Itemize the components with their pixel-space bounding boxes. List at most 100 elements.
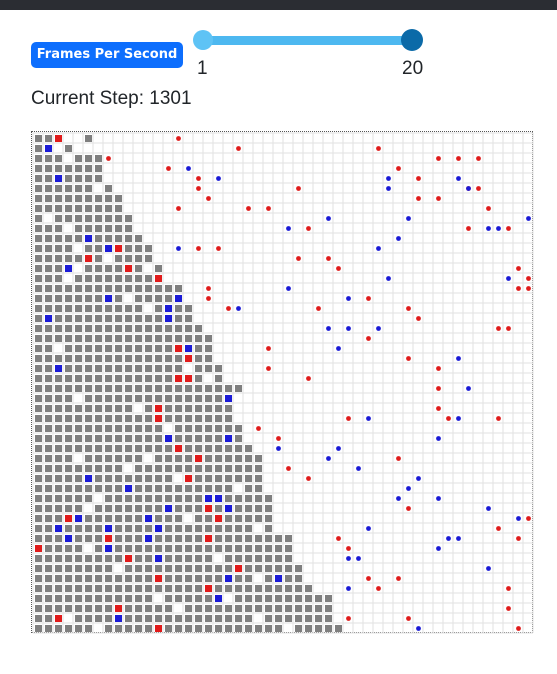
agent-red bbox=[406, 356, 411, 361]
wall-cell bbox=[125, 405, 132, 412]
wall-cell bbox=[225, 605, 232, 612]
wall-cell bbox=[85, 315, 92, 322]
wall-cell bbox=[65, 355, 72, 362]
agent-red bbox=[396, 456, 401, 461]
agent-blue bbox=[276, 446, 281, 451]
wall-cell bbox=[155, 295, 162, 302]
wall-cell bbox=[35, 145, 42, 152]
wall-cell bbox=[135, 415, 142, 422]
wall-cell-blue bbox=[55, 175, 62, 182]
wall-cell bbox=[85, 155, 92, 162]
wall-cell bbox=[65, 475, 72, 482]
wall-cell bbox=[245, 545, 252, 552]
wall-cell bbox=[125, 365, 132, 372]
wall-cell bbox=[45, 605, 52, 612]
fps-slider[interactable] bbox=[193, 28, 425, 54]
wall-cell bbox=[35, 195, 42, 202]
wall-cell bbox=[35, 525, 42, 532]
wall-cell bbox=[185, 545, 192, 552]
wall-cell bbox=[165, 625, 172, 632]
wall-cell bbox=[185, 625, 192, 632]
wall-cell bbox=[65, 165, 72, 172]
wall-cell bbox=[225, 565, 232, 572]
agent-blue bbox=[456, 356, 461, 361]
wall-cell bbox=[35, 575, 42, 582]
wall-cell bbox=[95, 595, 102, 602]
wall-cell bbox=[125, 435, 132, 442]
wall-cell bbox=[205, 455, 212, 462]
wall-cell bbox=[185, 465, 192, 472]
wall-cell bbox=[35, 485, 42, 492]
wall-cell-red bbox=[235, 565, 242, 572]
wall-cell bbox=[115, 555, 122, 562]
wall-cell bbox=[255, 505, 262, 512]
agent-red bbox=[406, 506, 411, 511]
wall-cell bbox=[75, 285, 82, 292]
wall-cell bbox=[55, 425, 62, 432]
wall-cell bbox=[185, 405, 192, 412]
wall-cell bbox=[185, 385, 192, 392]
wall-cell bbox=[195, 625, 202, 632]
wall-cell bbox=[155, 335, 162, 342]
wall-cell bbox=[265, 515, 272, 522]
wall-cell bbox=[115, 315, 122, 322]
wall-cell bbox=[35, 275, 42, 282]
wall-cell bbox=[55, 495, 62, 502]
wall-cell bbox=[135, 295, 142, 302]
wall-cell-blue bbox=[185, 345, 192, 352]
wall-cell bbox=[125, 545, 132, 552]
wall-cell bbox=[235, 495, 242, 502]
agent-red bbox=[506, 586, 511, 591]
wall-cell-blue bbox=[155, 555, 162, 562]
agent-red bbox=[326, 256, 331, 261]
agent-blue bbox=[466, 186, 471, 191]
wall-cell bbox=[105, 325, 112, 332]
wall-cell bbox=[205, 465, 212, 472]
wall-cell bbox=[75, 185, 82, 192]
wall-cell bbox=[275, 605, 282, 612]
wall-cell bbox=[155, 455, 162, 462]
wall-cell bbox=[205, 625, 212, 632]
wall-cell bbox=[55, 405, 62, 412]
wall-cell bbox=[295, 625, 302, 632]
wall-cell bbox=[105, 345, 112, 352]
wall-cell bbox=[165, 615, 172, 622]
agent-blue bbox=[386, 176, 391, 181]
wall-cell bbox=[275, 625, 282, 632]
wall-cell bbox=[225, 415, 232, 422]
wall-cell bbox=[55, 245, 62, 252]
wall-cell bbox=[175, 355, 182, 362]
wall-cell bbox=[165, 405, 172, 412]
wall-cell bbox=[85, 295, 92, 302]
agent-blue bbox=[366, 416, 371, 421]
slider-value-thumb[interactable] bbox=[401, 29, 423, 51]
wall-cell bbox=[165, 395, 172, 402]
wall-cell bbox=[45, 405, 52, 412]
wall-cell bbox=[305, 585, 312, 592]
wall-cell bbox=[305, 625, 312, 632]
agent-red bbox=[506, 226, 511, 231]
wall-cell bbox=[85, 485, 92, 492]
agent-red bbox=[436, 196, 441, 201]
slider-track[interactable] bbox=[203, 36, 413, 45]
wall-cell bbox=[195, 445, 202, 452]
slider-min-thumb[interactable] bbox=[193, 30, 213, 50]
wall-cell bbox=[195, 355, 202, 362]
wall-cell bbox=[45, 505, 52, 512]
wall-cell bbox=[45, 205, 52, 212]
wall-cell bbox=[75, 475, 82, 482]
wall-cell bbox=[185, 395, 192, 402]
wall-cell bbox=[115, 585, 122, 592]
wall-cell bbox=[55, 295, 62, 302]
wall-cell bbox=[35, 335, 42, 342]
wall-cell bbox=[235, 605, 242, 612]
wall-cell bbox=[165, 325, 172, 332]
wall-cell bbox=[115, 435, 122, 442]
wall-cell bbox=[245, 585, 252, 592]
wall-cell bbox=[75, 215, 82, 222]
wall-cell bbox=[55, 485, 62, 492]
wall-cell bbox=[105, 435, 112, 442]
wall-cell bbox=[245, 485, 252, 492]
wall-cell-red bbox=[125, 555, 132, 562]
wall-cell bbox=[235, 445, 242, 452]
